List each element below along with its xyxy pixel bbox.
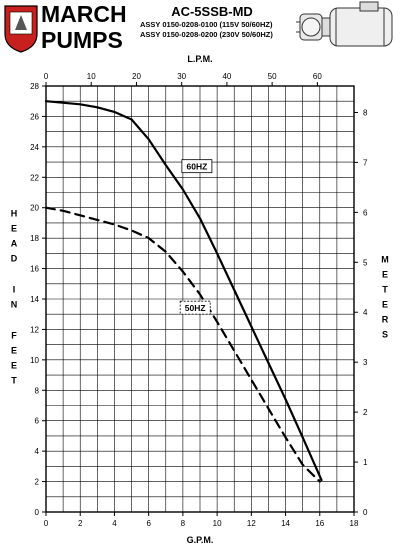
x2-tick-label: 60 — [313, 72, 322, 81]
axis-title-letter: F — [11, 331, 17, 341]
x2-tick-label: 20 — [132, 72, 141, 81]
series-label-box — [179, 300, 211, 315]
axis-title-letter: E — [382, 270, 388, 280]
axis-title-letter: N — [11, 300, 18, 310]
axis-title-letter: D — [11, 254, 18, 264]
axis-title-letter: E — [11, 346, 17, 356]
y-tick-label: 18 — [30, 234, 39, 243]
y-tick-label: 22 — [30, 173, 39, 182]
y2-tick-label: 1 — [363, 458, 368, 467]
axis-title-letter: E — [11, 224, 17, 234]
x2-tick-label: 40 — [222, 72, 231, 81]
y2-tick-label: 4 — [363, 308, 368, 317]
series-label-box — [181, 159, 213, 174]
grid — [45, 85, 355, 513]
y2-tick-label: 8 — [363, 108, 368, 117]
axis-title-letter: T — [11, 376, 17, 386]
axis-title-letter: E — [11, 361, 17, 371]
y2-tick-label: 2 — [363, 408, 368, 417]
assy-line-1: ASSY 0150-0208-0100 (115V 50/60HZ) — [140, 20, 273, 29]
x-tick-label: 14 — [281, 519, 290, 528]
axis-title-letter: S — [382, 330, 388, 340]
y2-tick-label: 3 — [363, 358, 368, 367]
y-tick-label: 14 — [30, 295, 39, 304]
x2-axis-title: L.P.M. — [187, 54, 212, 64]
series-line-50hz — [44, 206, 321, 483]
axis-title-letter: E — [382, 300, 388, 310]
y-tick-label: 12 — [30, 325, 39, 334]
y-tick-label: 26 — [30, 112, 39, 121]
y-tick-label: 6 — [35, 417, 40, 426]
y-tick-label: 4 — [35, 447, 40, 456]
assy-line-2: ASSY 0150-0208-0200 (230V 50/60HZ) — [140, 30, 273, 39]
x2-tick-label: 50 — [268, 72, 277, 81]
x-tick-label: 2 — [78, 519, 83, 528]
x2-tick-label: 0 — [44, 72, 49, 81]
shield-emblem — [15, 15, 27, 30]
y-tick-label: 0 — [35, 508, 40, 517]
y-tick-label: 8 — [35, 386, 40, 395]
x-axis-title: G.P.M. — [187, 535, 214, 545]
series-layer — [44, 100, 323, 483]
y-tick-label: 10 — [30, 356, 39, 365]
y-tick-label: 28 — [30, 82, 39, 91]
pump-illustration — [296, 1, 393, 47]
march-pumps-logo: MARCH PUMPS — [4, 1, 127, 53]
x2-tick-label: 10 — [87, 72, 96, 81]
x-tick-label: 8 — [181, 519, 186, 528]
x-tick-label: 10 — [213, 519, 222, 528]
axis-ticks: 0 2 4 6 8 10 12 14 16 180 10 20 30 40 50 60024681012141… — [30, 72, 368, 528]
y-tick-label: 2 — [35, 478, 40, 487]
x2-tick-label: 30 — [177, 72, 186, 81]
y2-tick-label: 5 — [363, 258, 368, 267]
series-label-50hz: 50HZ — [185, 303, 206, 313]
series-label-60hz: 60HZ — [186, 162, 207, 172]
model-title: AC-5SSB-MD — [171, 4, 253, 19]
x-tick-label: 4 — [112, 519, 117, 528]
y-tick-label: 24 — [30, 143, 39, 152]
axis-title-letter: H — [11, 209, 18, 219]
brand-line-2: PUMPS — [41, 27, 123, 53]
x-tick-label: 12 — [247, 519, 256, 528]
y-tick-label: 16 — [30, 265, 39, 274]
y2-tick-label: 0 — [363, 508, 368, 517]
x-tick-label: 6 — [146, 519, 151, 528]
series-line-60hz — [44, 100, 323, 482]
x-tick-label: 0 — [44, 519, 49, 528]
y2-tick-label: 7 — [363, 158, 368, 167]
x-tick-label: 16 — [315, 519, 324, 528]
brand-line-1: MARCH — [41, 1, 127, 27]
axis-title-letter: A — [11, 239, 18, 249]
axis-title-letter: I — [13, 285, 16, 295]
x-tick-label: 18 — [350, 519, 359, 528]
y-tick-label: 20 — [30, 204, 39, 213]
axis-title-letter: T — [382, 285, 388, 295]
axis-title-letter: M — [381, 255, 389, 265]
y2-tick-label: 6 — [363, 208, 368, 217]
label-layer: 60HZ 50HZ — [179, 159, 213, 315]
axis-title-letter: R — [382, 315, 389, 325]
